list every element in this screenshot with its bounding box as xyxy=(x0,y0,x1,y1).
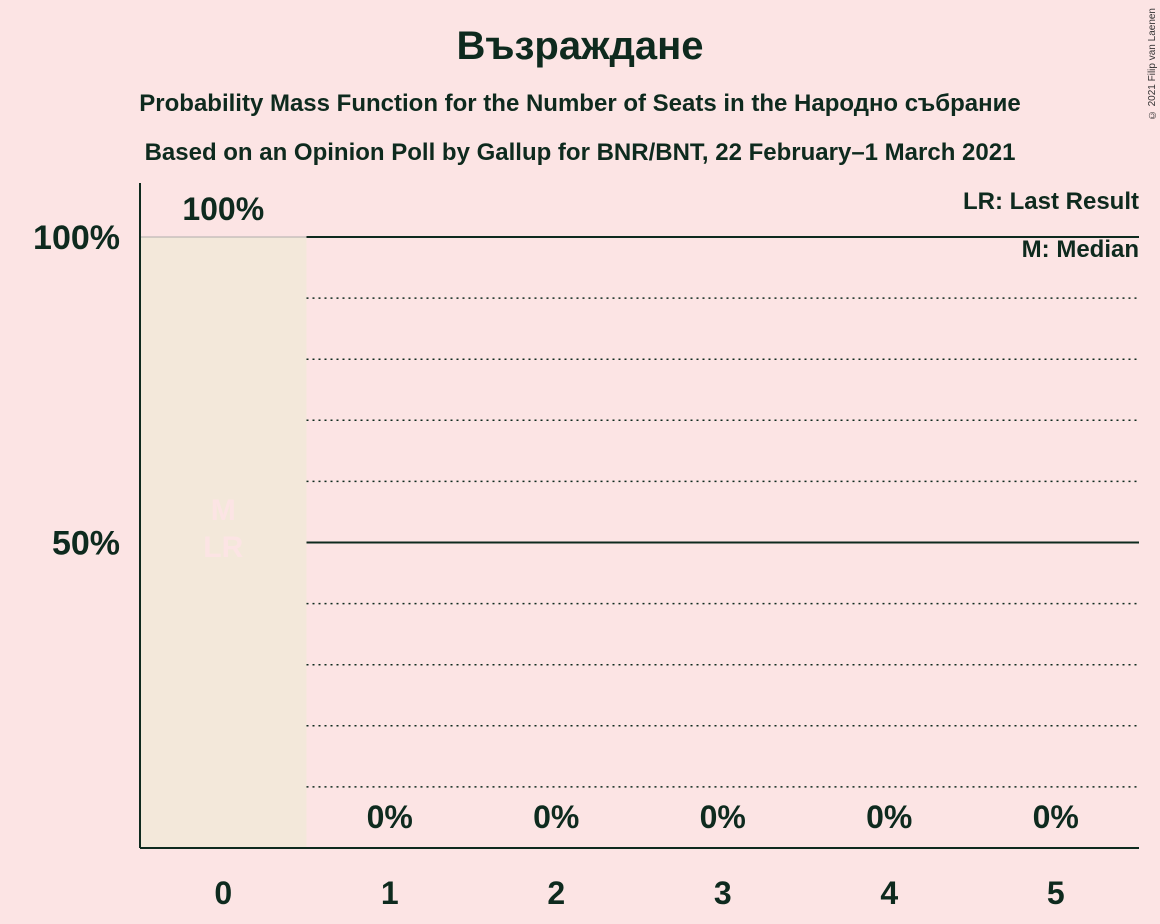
median-marker: M xyxy=(211,494,236,527)
legend-median: M: Median xyxy=(1022,236,1139,263)
chart-title: Възраждане xyxy=(456,24,704,68)
value-label: 0% xyxy=(533,799,579,835)
x-tick-label: 4 xyxy=(880,875,898,911)
x-tick-label: 2 xyxy=(547,875,565,911)
value-label: 100% xyxy=(182,191,264,227)
last-result-marker: LR xyxy=(203,531,243,564)
x-tick-label: 0 xyxy=(214,875,232,911)
x-tick-label: 1 xyxy=(381,875,399,911)
axes xyxy=(139,183,1139,849)
value-label: 0% xyxy=(1033,799,1079,835)
bar-seats-0 xyxy=(141,237,307,848)
bars xyxy=(141,236,307,848)
chart-source: Based on an Opinion Poll by Gallup for B… xyxy=(144,139,1016,166)
value-label: 0% xyxy=(367,799,413,835)
y-tick-label: 100% xyxy=(33,219,120,257)
value-label: 0% xyxy=(700,799,746,835)
x-tick-label: 5 xyxy=(1047,875,1065,911)
x-tick-label: 3 xyxy=(714,875,732,911)
labels: 100% 0 M LR 0% 1 0% 2 0% 3 0% 4 0% 5 50% 100% xyxy=(33,191,1079,911)
gridlines xyxy=(306,236,1139,788)
value-label: 0% xyxy=(866,799,912,835)
chart-subtitle: Probability Mass Function for the Number… xyxy=(139,90,1021,117)
y-tick-label: 50% xyxy=(52,525,120,563)
legend-last-result: LR: Last Result xyxy=(963,188,1139,215)
